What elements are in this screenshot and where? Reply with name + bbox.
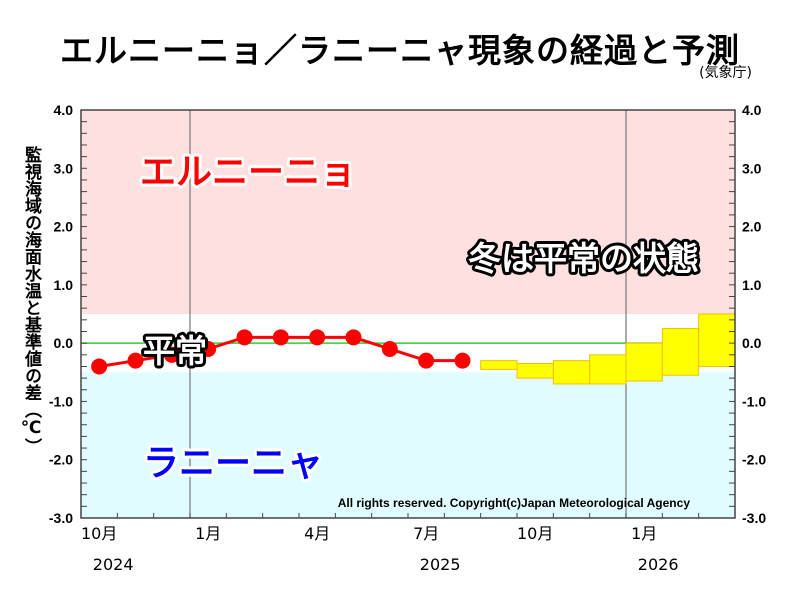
- y-tick-label-left: -3.0: [49, 510, 73, 526]
- y-tick-label-right: -2.0: [742, 452, 766, 468]
- la-nina-label: ラニーニャ: [143, 443, 323, 484]
- y-tick-label-left: 2.0: [54, 219, 74, 235]
- x-tick-label: 4月: [304, 524, 330, 543]
- y-tick-label-left: 3.0: [54, 160, 74, 176]
- forecast-box: [661, 328, 700, 376]
- band-region: [81, 110, 735, 314]
- year-label: 2025: [420, 555, 461, 574]
- observed-point: [381, 340, 398, 357]
- winter-note-label: 冬は平常の状態: [468, 239, 699, 278]
- x-tick-label: 10月: [517, 524, 553, 543]
- observed-point: [418, 352, 435, 369]
- y-tick-label-right: -1.0: [742, 393, 766, 409]
- copyright-text: All rights reserved. Copyright(c)Japan M…: [338, 496, 691, 510]
- x-tick-label: 1月: [631, 524, 657, 543]
- observed-point: [236, 329, 253, 346]
- y-tick-label-left: 0.0: [54, 335, 74, 351]
- observed-point: [454, 352, 471, 369]
- forecast-box: [552, 360, 591, 385]
- y-tick-label-left: 4.0: [54, 102, 74, 118]
- year-label: 2026: [638, 555, 679, 574]
- y-tick-label-right: 2.0: [742, 219, 762, 235]
- observed-point: [309, 329, 326, 346]
- forecast-box: [698, 313, 736, 367]
- forecast-box: [625, 342, 663, 382]
- observed-point: [91, 358, 108, 375]
- x-tick-label: 7月: [413, 524, 439, 543]
- observed-point: [127, 352, 144, 369]
- y-tick-label-right: 0.0: [742, 335, 762, 351]
- y-tick-label-right: -3.0: [742, 510, 766, 526]
- y-tick-label-left: -1.0: [49, 393, 73, 409]
- x-tick-label: 10月: [81, 524, 117, 543]
- y-tick-label-right: 4.0: [742, 102, 762, 118]
- y-tick-label-left: -2.0: [49, 452, 73, 468]
- source-label: (気象庁): [699, 65, 752, 81]
- x-tick-label: 1月: [195, 524, 221, 543]
- forecast-box: [480, 360, 518, 370]
- y-tick-label-left: 1.0: [54, 277, 74, 293]
- observed-point: [163, 346, 180, 363]
- y-axis-label: 監視海域の海面水温と基準値の差（℃）: [21, 146, 41, 455]
- observed-point: [345, 329, 362, 346]
- observed-point: [200, 340, 217, 357]
- forecast-box: [516, 363, 554, 379]
- chart-title: エルニーニョ／ラニーニャ現象の経過と予測: [60, 31, 740, 70]
- observed-point: [272, 329, 289, 346]
- el-nino-label: エルニーニョ: [140, 152, 356, 193]
- year-label: 2024: [93, 555, 134, 574]
- y-tick-label-right: 3.0: [742, 160, 762, 176]
- y-tick-label-right: 1.0: [742, 277, 762, 293]
- normal-label: 平常: [143, 332, 207, 370]
- forecast-box: [589, 354, 627, 385]
